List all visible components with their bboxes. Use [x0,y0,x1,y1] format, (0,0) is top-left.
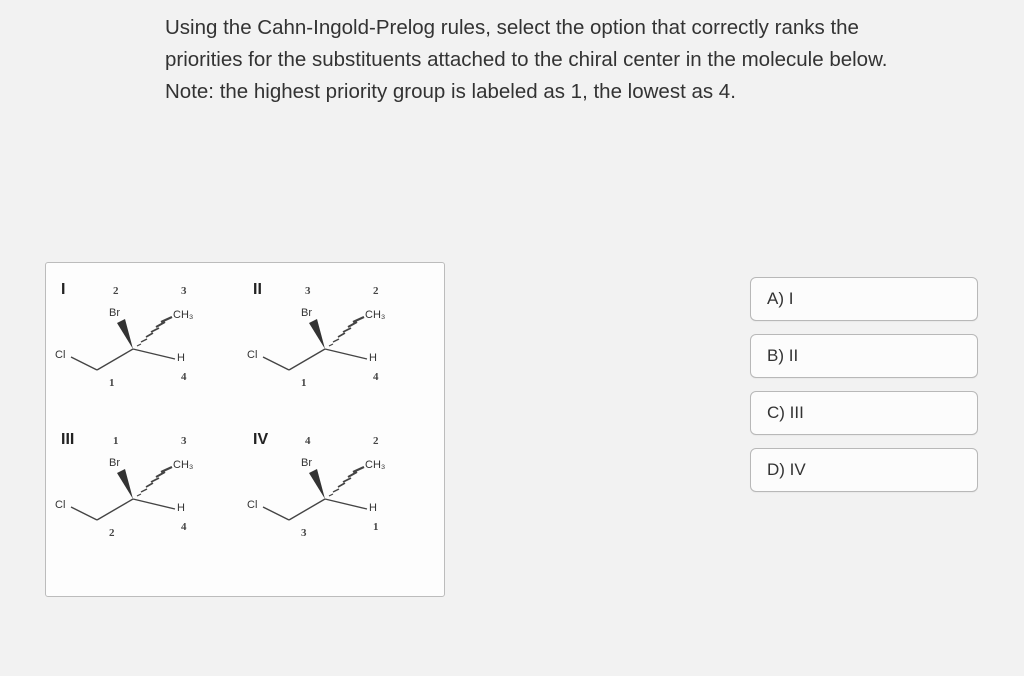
num-ch3: 2 [373,285,379,297]
num-br: 4 [305,435,311,447]
molecule-III: III Cl Br CH₃ H 1 3 2 4 [51,423,241,563]
atom-ch3: CH₃ [173,309,193,321]
num-cl: 1 [109,377,115,389]
answer-B[interactable]: B) II [750,334,978,378]
num-br: 1 [113,435,119,447]
atom-h: H [369,502,377,514]
answer-A[interactable]: A) I [750,277,978,321]
answer-label: C) III [767,403,804,423]
answer-C[interactable]: C) III [750,391,978,435]
answer-D[interactable]: D) IV [750,448,978,492]
atom-cl: Cl [247,499,257,511]
atom-br: Br [109,307,120,319]
atom-br: Br [301,457,312,469]
num-ch3: 2 [373,435,379,447]
num-h: 1 [373,521,379,533]
num-cl: 1 [301,377,307,389]
molecule-IV: IV Cl Br CH₃ H 4 2 3 1 [243,423,433,563]
q-line1: Using the Cahn-Ingold-Prelog rules, sele… [165,16,859,39]
molecule-svg [51,273,241,413]
molecule-II: II Cl Br CH₃ H 3 2 1 4 [243,273,433,413]
molecule-svg [243,423,433,563]
num-h: 4 [181,371,187,383]
atom-ch3: CH₃ [173,459,193,471]
molecule-svg [243,273,433,413]
atom-h: H [177,352,185,364]
q-line3: Note: the highest priority group is labe… [165,80,736,103]
question-text: Using the Cahn-Ingold-Prelog rules, sele… [165,12,905,107]
num-cl: 3 [301,527,307,539]
num-h: 4 [373,371,379,383]
num-br: 3 [305,285,311,297]
atom-cl: Cl [247,349,257,361]
molecule-panel: I Cl Br CH₃ H 2 3 1 4 II [45,262,445,597]
answer-label: B) II [767,346,798,366]
q-line2: priorities for the substituents attached… [165,48,887,71]
atom-cl: Cl [55,499,65,511]
atom-br: Br [109,457,120,469]
answer-list: A) I B) II C) III D) IV [750,277,980,505]
atom-ch3: CH₃ [365,459,385,471]
answer-label: A) I [767,289,793,309]
molecule-svg [51,423,241,563]
num-ch3: 3 [181,435,187,447]
answer-label: D) IV [767,460,806,480]
num-cl: 2 [109,527,115,539]
atom-cl: Cl [55,349,65,361]
atom-h: H [177,502,185,514]
atom-h: H [369,352,377,364]
atom-br: Br [301,307,312,319]
num-ch3: 3 [181,285,187,297]
atom-ch3: CH₃ [365,309,385,321]
num-br: 2 [113,285,119,297]
molecule-I: I Cl Br CH₃ H 2 3 1 4 [51,273,241,413]
num-h: 4 [181,521,187,533]
